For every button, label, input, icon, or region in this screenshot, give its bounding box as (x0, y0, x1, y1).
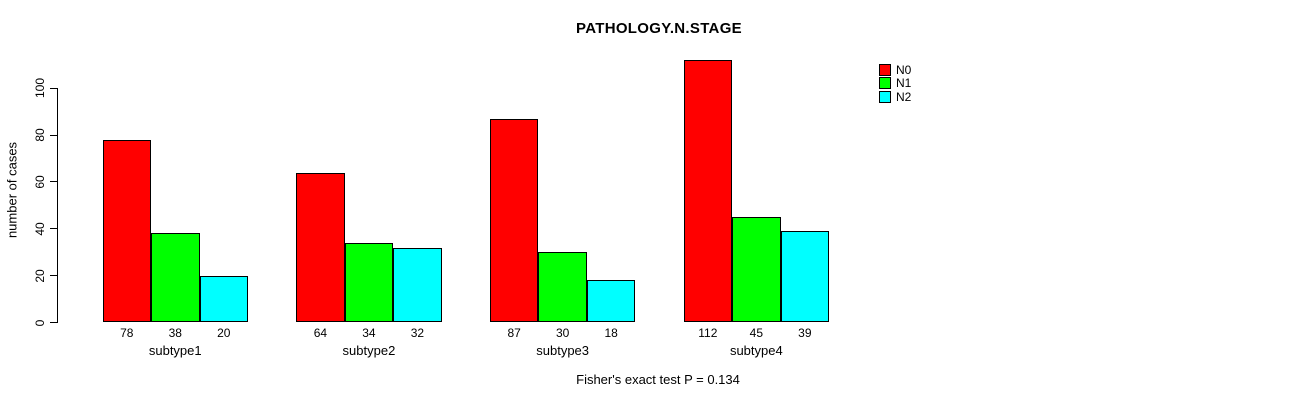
y-axis-tick (50, 134, 57, 136)
bar-subtype1-N2 (199, 275, 248, 323)
legend: N0 N1 N2 (879, 63, 911, 104)
bar-value-label: 87 (507, 326, 521, 340)
category-label: subtype3 (536, 343, 590, 358)
footnote-text: Fisher's exact test P = 0.134 (576, 372, 740, 387)
bar-value-label: 64 (313, 326, 328, 340)
bar-subtype4-N2 (780, 231, 830, 323)
legend-row: N1 (879, 77, 911, 91)
bar-subtype3-N1 (538, 252, 587, 323)
y-axis-tick (50, 322, 57, 323)
bar-subtype4-N0 (683, 60, 733, 323)
y-axis-tick-label: 0 (33, 319, 47, 326)
y-axis-tick-label: 80 (33, 128, 47, 142)
legend-label: N1 (896, 76, 912, 91)
bar-value-label: 32 (410, 326, 425, 340)
bar-value-label: 39 (798, 326, 812, 340)
bar-subtype1-N1 (151, 233, 200, 323)
legend-label: N0 (896, 62, 912, 77)
category-label: subtype4 (729, 343, 783, 358)
legend-label: N2 (896, 89, 912, 104)
chart-title: PATHOLOGY.N.STAGE (576, 20, 742, 37)
category-label: subtype2 (342, 343, 396, 358)
y-axis-tick-label: 40 (33, 222, 47, 236)
bar-subtype3-N2 (586, 280, 636, 323)
bar-subtype2-N0 (296, 172, 345, 323)
y-axis-tick (50, 228, 57, 230)
category-label: subtype1 (148, 343, 202, 358)
bar-value-label: 18 (604, 326, 618, 340)
bar-value-label: 78 (120, 326, 134, 340)
bar-value-label: 45 (749, 326, 764, 340)
y-axis-tick (50, 181, 57, 183)
y-axis-line (57, 88, 58, 324)
bar-subtype2-N2 (393, 247, 442, 323)
legend-row: N2 (879, 90, 911, 104)
y-axis-tick (50, 275, 57, 277)
bar-subtype4-N1 (732, 217, 781, 323)
y-axis-tick-label: 20 (33, 268, 47, 283)
bar-subtype1-N0 (102, 139, 151, 323)
bar-value-label: 20 (217, 326, 231, 340)
y-axis-tick-label: 60 (33, 175, 47, 189)
legend-swatch-N2 (879, 90, 891, 103)
bar-value-label: 30 (555, 326, 570, 340)
bar-value-label: 34 (362, 326, 376, 340)
bar-value-label: 112 (698, 326, 718, 340)
legend-swatch-N1 (879, 77, 891, 90)
bar-value-label: 38 (168, 326, 182, 340)
bar-subtype2-N1 (344, 242, 394, 323)
y-axis-tick-label: 100 (33, 78, 47, 99)
bar-subtype3-N0 (489, 118, 539, 323)
y-axis-tick (50, 87, 57, 89)
legend-row: N0 (879, 63, 911, 77)
legend-swatch-N0 (879, 63, 891, 76)
y-axis-label: number of cases (4, 141, 20, 239)
